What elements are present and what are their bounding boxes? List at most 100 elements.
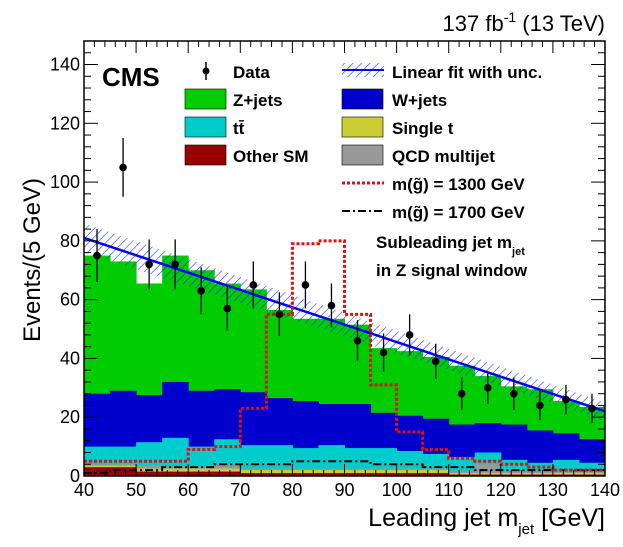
legend-single-t-label: Single t [392,119,454,138]
y-axis-label: Events/(5 GeV) [19,178,46,342]
legend-sig1700: m(g̃) = 1700 GeV [342,203,525,222]
legend-fit-label: Linear fit with unc. [392,63,542,82]
stack-bar-other_sm [318,473,345,476]
stack-bar-other_sm [292,473,319,476]
y-tick-label: 120 [50,113,80,133]
fit-line [84,236,605,413]
legend-ttbar: tt̄ [184,116,245,138]
x-tick-label: 60 [178,480,198,500]
data-point [562,384,570,415]
y-tick-label: 100 [50,172,80,192]
linear-fit [84,223,605,421]
x-tick-label: 130 [538,480,568,500]
legend-sig1300-label: m(g̃) = 1300 GeV [392,175,525,194]
data-point [93,229,101,283]
legend-qcd: QCD multijet [341,144,495,166]
y-tick-label: 20 [60,407,80,427]
legend: CMS Data Linear fit with unc. Z+jets W+j… [102,62,542,280]
legend-other-sm: Other SM [184,144,309,166]
stack-bar-other_sm [422,473,450,476]
legend-data-label: Data [233,63,270,82]
stack-bar-other_sm [162,471,189,476]
data-point [119,137,127,197]
stack-bar-single_t [370,470,398,476]
x-axis-label: Leading jet mjet [GeV] [368,504,605,538]
fit-uncertainty-band [84,223,605,421]
legend-single-t-swatch [341,116,384,138]
data-marker [93,251,101,260]
data-point [405,314,414,356]
x-tick-label: 40 [74,480,94,500]
signal-1700-step [84,460,605,475]
stack-bar-single_t [422,470,450,476]
stack-bar-other_sm [214,471,241,476]
data-marker [431,357,440,366]
data-marker [119,163,127,172]
data-point [145,239,153,290]
data-marker [562,395,570,404]
x-tick-label: 50 [126,480,146,500]
stack-bar-other_sm [396,473,424,476]
data-point [379,333,388,372]
y-tick-label: 60 [60,290,80,310]
stack-bar-other_sm [370,473,398,476]
data-point [510,377,518,410]
data-point [249,261,258,309]
data-marker [588,404,596,413]
stack-bar-other_sm [266,473,293,476]
stack-bar-other_sm [110,467,137,476]
data-marker [379,348,388,357]
data-marker [483,384,492,392]
x-tick-label: 100 [382,480,412,500]
stack-bar-other_sm [84,467,111,476]
stacked-histograms [84,255,605,476]
data-marker [145,260,153,269]
y-tick-label: 80 [60,231,80,251]
x-tick-label: 80 [282,480,302,500]
annotation-line2: in Z signal window [376,261,528,280]
data-marker [353,336,362,345]
lumi-label: 137 fb-1 (13 TeV) [443,9,605,36]
data-marker [197,287,206,295]
legend-ttbar-swatch [184,116,227,138]
data-marker [327,301,336,310]
data-marker [171,260,179,269]
legend-other-sm-swatch [184,144,227,166]
stack-bar-single_t [396,470,424,476]
data-point [223,286,232,331]
data-point [275,292,284,337]
legend-ttbar-label: tt̄ [233,119,245,138]
data-marker [457,389,466,398]
stack-bar-other_sm [344,473,372,476]
legend-qcd-swatch [341,144,384,166]
data-points [93,137,596,424]
legend-zjets-swatch [184,88,227,110]
axes: 40 50 60 70 80 90 100 110 120 130 140 0 20 40 60 80 100 1… [50,40,620,500]
legend-data: Data [202,62,270,82]
data-marker [275,310,284,319]
data-marker [405,331,414,339]
data-point [431,343,440,380]
data-point [301,261,310,309]
data-marker [536,401,544,410]
signal-1300-step [84,239,605,472]
data-point [588,393,596,424]
y-tick-label: 140 [50,55,80,75]
stack-bar-single_t [292,470,319,476]
data-point [171,239,179,290]
x-tick-label: 140 [590,480,620,500]
data-point [536,390,544,421]
y-tick-label: 40 [60,348,80,368]
x-tick-label: 120 [486,480,516,500]
legend-sig1700-label: m(g̃) = 1700 GeV [392,203,525,222]
stack-bar-single_t [266,470,293,476]
legend-single-t: Single t [341,116,454,138]
data-marker [510,389,518,398]
x-tick-label: 90 [334,480,354,500]
stack-bar-other_sm [188,471,215,476]
legend-sig1300: m(g̃) = 1300 GeV [342,175,525,194]
y-tick-label: 0 [70,466,80,486]
stack-bar-single_t [318,470,345,476]
x-tick-label: 110 [434,480,463,500]
